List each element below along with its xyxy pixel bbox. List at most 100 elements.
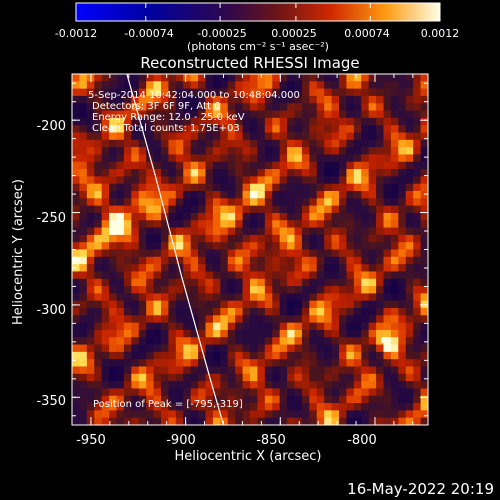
- heatmap-cell: [250, 322, 259, 331]
- heatmap-cell: [287, 147, 296, 156]
- heatmap-cell: [301, 74, 310, 82]
- heatmap-cell: [101, 117, 110, 126]
- heatmap-cell: [294, 373, 303, 382]
- heatmap-cell: [205, 300, 214, 309]
- heatmap-cell: [190, 271, 199, 280]
- heatmap-cell: [131, 264, 140, 273]
- heatmap-cell: [324, 169, 333, 177]
- heatmap-cell: [257, 344, 266, 353]
- heatmap-cell: [86, 315, 95, 324]
- heatmap-cell: [361, 154, 370, 163]
- heatmap-cell: [294, 329, 303, 338]
- heatmap-cell: [227, 198, 236, 207]
- heatmap-cell: [257, 191, 266, 199]
- heatmap-cell: [153, 117, 162, 126]
- heatmap-cell: [161, 139, 170, 148]
- heatmap-cell: [161, 74, 170, 82]
- heatmap-cell: [250, 103, 259, 112]
- heatmap-cell: [79, 344, 88, 353]
- heatmap-cell: [257, 242, 266, 251]
- heatmap-cell: [138, 154, 147, 163]
- heatmap-cell: [257, 249, 266, 258]
- heatmap-cell: [405, 322, 414, 331]
- heatmap-cell: [190, 300, 199, 309]
- heatmap-cell: [309, 198, 318, 207]
- heatmap-cell: [101, 198, 110, 207]
- heatmap-cell: [279, 308, 288, 316]
- heatmap-cell: [101, 308, 110, 316]
- heatmap-cell: [353, 256, 362, 265]
- heatmap-cell: [183, 139, 192, 148]
- heatmap-cell: [324, 103, 333, 112]
- heatmap-cell: [324, 359, 333, 368]
- heatmap-cell: [131, 337, 140, 346]
- heatmap-cell: [212, 227, 221, 236]
- heatmap-cell: [287, 242, 296, 251]
- heatmap-cell: [212, 351, 221, 360]
- heatmap-cell: [138, 212, 147, 221]
- heatmap-cell: [309, 388, 318, 397]
- heatmap-cell: [168, 227, 177, 236]
- heatmap-cell: [309, 366, 318, 375]
- heatmap-cell: [250, 117, 259, 126]
- heatmap-cell: [264, 205, 273, 214]
- heatmap-cell: [79, 395, 88, 404]
- heatmap-cell: [79, 359, 88, 368]
- heatmap-cell: [420, 81, 428, 90]
- heatmap-cell: [153, 308, 162, 316]
- heatmap-cell: [420, 125, 428, 134]
- heatmap-cell: [279, 161, 288, 170]
- heatmap-cell: [94, 220, 103, 229]
- heatmap-cell: [198, 271, 207, 280]
- heatmap-cell: [205, 198, 214, 207]
- heatmap-cell: [86, 403, 95, 411]
- heatmap-cell: [168, 256, 177, 265]
- heatmap-cell: [264, 74, 273, 82]
- heatmap-cell: [153, 212, 162, 221]
- heatmap-cell: [109, 388, 118, 397]
- heatmap-cell: [361, 103, 370, 112]
- heatmap-cell: [346, 322, 355, 331]
- heatmap-cell: [205, 242, 214, 251]
- heatmap-cell: [250, 264, 259, 273]
- heatmap-cell: [331, 161, 340, 170]
- heatmap-cell: [175, 293, 184, 302]
- heatmap-cell: [376, 103, 385, 112]
- heatmap-cell: [346, 191, 355, 199]
- heatmap-cell: [361, 234, 370, 243]
- heatmap-cell: [138, 198, 147, 207]
- heatmap-cell: [198, 191, 207, 199]
- heatmap-cell: [153, 322, 162, 331]
- heatmap-cell: [383, 198, 392, 207]
- heatmap-cell: [242, 191, 251, 199]
- heatmap-cell: [324, 300, 333, 309]
- heatmap-cell: [301, 154, 310, 163]
- heatmap-cell: [168, 366, 177, 375]
- heatmap-cell: [264, 278, 273, 287]
- heatmap-cell: [109, 410, 118, 419]
- heatmap-cell: [368, 315, 377, 324]
- heatmap-cell: [220, 139, 229, 148]
- heatmap-cell: [235, 176, 244, 185]
- heatmap-cell: [72, 88, 81, 97]
- heatmap-cell: [168, 74, 177, 82]
- heatmap-cell: [86, 191, 95, 199]
- heatmap-cell: [183, 117, 192, 126]
- heatmap-cell: [109, 132, 118, 141]
- heatmap-cell: [153, 351, 162, 360]
- heatmap-cell: [168, 286, 177, 294]
- heatmap-cell: [376, 249, 385, 258]
- heatmap-cell: [309, 242, 318, 251]
- heatmap-cell: [161, 293, 170, 302]
- heatmap-cell: [272, 271, 281, 280]
- heatmap-cell: [309, 264, 318, 273]
- heatmap-cell: [72, 249, 81, 258]
- heatmap-cell: [242, 103, 251, 112]
- heatmap-cell: [257, 169, 266, 177]
- heatmap-cell: [346, 117, 355, 126]
- heatmap-cell: [168, 359, 177, 368]
- heatmap-cell: [175, 81, 184, 90]
- heatmap-cell: [109, 300, 118, 309]
- heatmap-cell: [72, 212, 81, 221]
- heatmap-cell: [123, 242, 132, 251]
